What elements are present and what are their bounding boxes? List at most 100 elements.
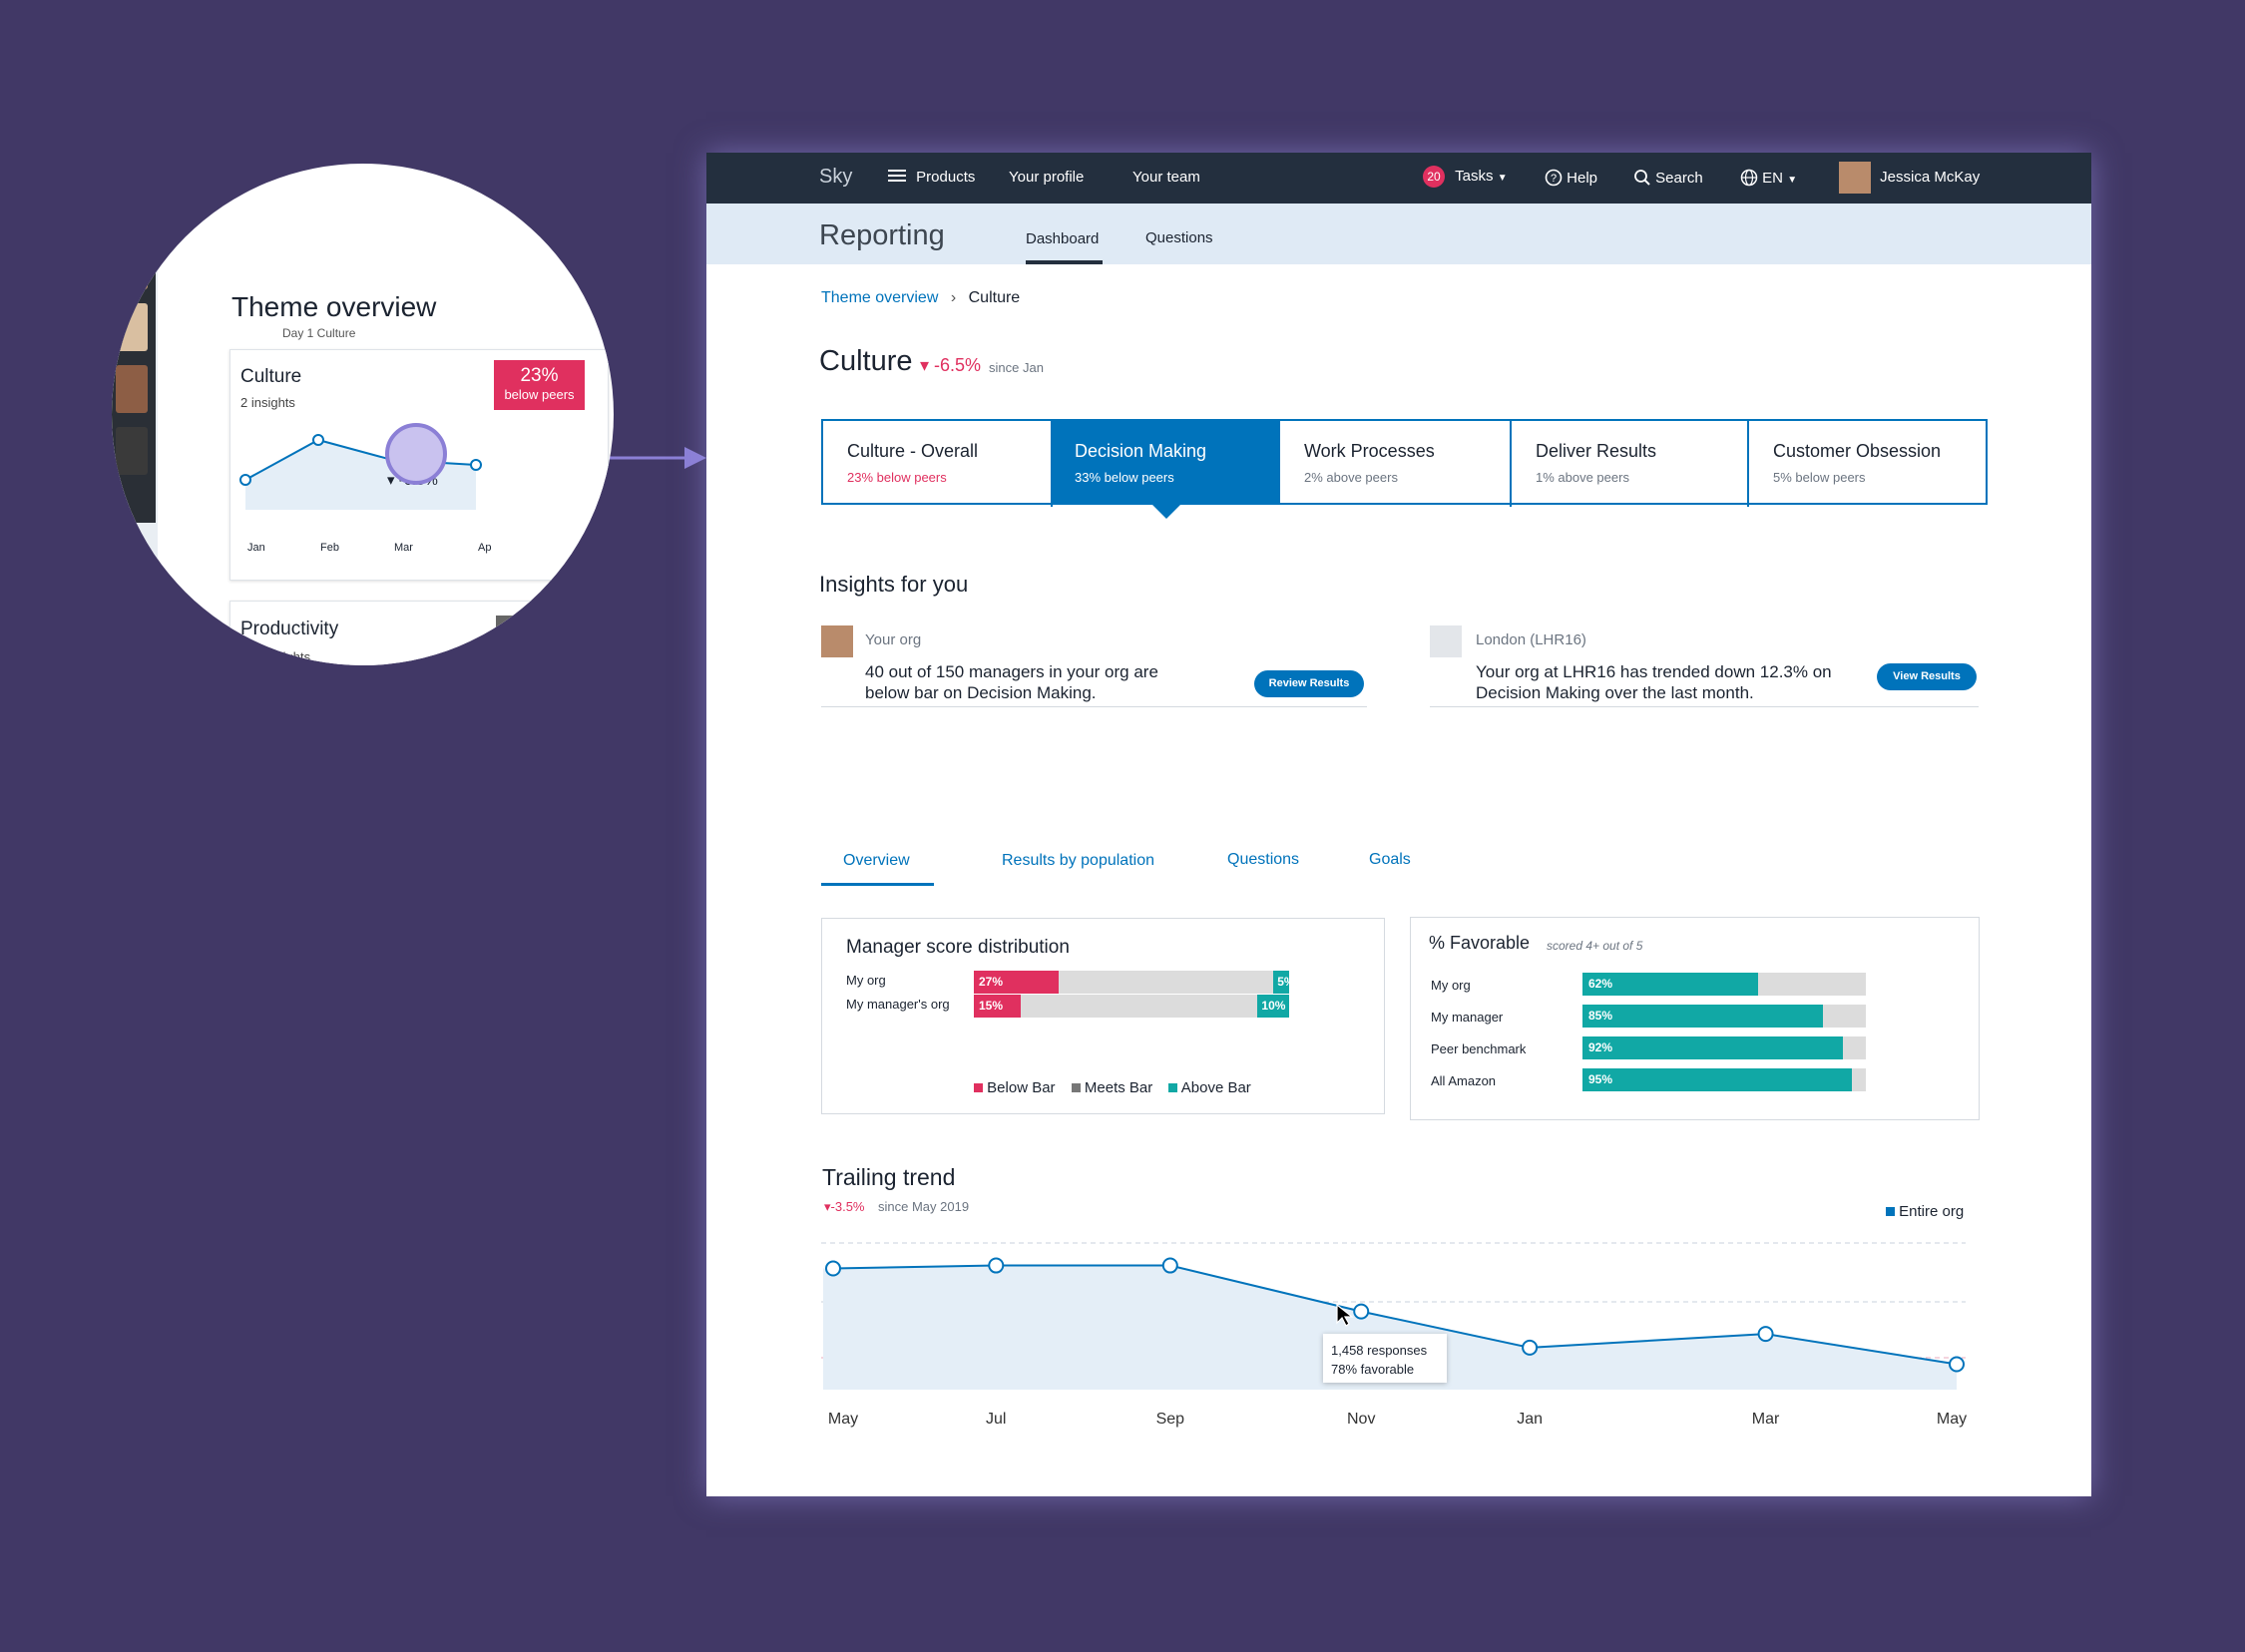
lens-card2-badge (496, 616, 586, 665)
distribution-above-label: 5% (1277, 975, 1295, 989)
tab-questions-secondary[interactable]: Questions (1227, 851, 1300, 868)
insight-item: London (LHR16) Your org at LHR16 has tre… (1430, 625, 1979, 707)
tab-questions[interactable]: Questions (1145, 229, 1213, 246)
your-team-link[interactable]: Your team (1132, 169, 1200, 186)
favorable-row-label: My org (1431, 978, 1471, 993)
tile-work-processes[interactable]: Work Processes 2% above peers (1280, 421, 1512, 507)
distribution-above-label: 10% (1261, 999, 1286, 1013)
lens-overline: Day 1 Culture (282, 326, 356, 340)
x-tick-label: May (1937, 1411, 1967, 1428)
trend-since: since May 2019 (878, 1199, 970, 1214)
tile-deliver-results[interactable]: Deliver Results 1% above peers (1512, 421, 1749, 507)
tab-overview[interactable]: Overview (843, 852, 910, 869)
legend-label: Meets Bar (1084, 1079, 1153, 1096)
tile-title: Culture - Overall (847, 441, 979, 461)
legend-label: Above Bar (1180, 1079, 1251, 1096)
distribution-below-label: 15% (979, 999, 1004, 1013)
lens-month-label: Mar (394, 542, 413, 554)
lens-month-label: Ap (478, 542, 492, 554)
user-avatar (1839, 162, 1871, 194)
trend-point[interactable] (988, 1257, 1005, 1274)
avatar (116, 365, 148, 413)
page-section-title: Reporting (819, 219, 945, 251)
help-link[interactable]: ? Help (1545, 169, 1597, 187)
insights-heading: Insights for you (819, 572, 969, 597)
distribution-bar-above (1257, 995, 1289, 1018)
tile-sub: 1% above peers (1536, 470, 1629, 485)
distribution-bar-below (974, 995, 1022, 1018)
x-tick-label: Sep (1156, 1411, 1185, 1428)
legend-swatch (1071, 1083, 1081, 1092)
trend-point[interactable] (1757, 1326, 1774, 1343)
avatar (116, 427, 148, 475)
trend-point[interactable] (1353, 1303, 1370, 1320)
tab-dashboard[interactable]: Dashboard (1026, 230, 1100, 247)
lens-highlight-circle (385, 423, 447, 485)
favorable-card: % Favorable scored 4+ out of 5 My org 62%… (1410, 917, 1980, 1120)
tile-sub: 2% above peers (1304, 470, 1398, 485)
user-name: Jessica McKay (1880, 168, 1981, 186)
products-menu[interactable]: Products (888, 168, 975, 186)
review-results-button[interactable]: Review Results (1254, 670, 1364, 697)
tab-overview-underline (821, 883, 934, 886)
location-icon (1430, 625, 1462, 657)
favorable-bar-fill (1582, 973, 1759, 996)
lens-theme-card-2[interactable]: Productivity insights (229, 601, 609, 665)
distribution-title: Manager score distribution (846, 937, 1070, 958)
search-link[interactable]: Search (1633, 169, 1703, 187)
chevron-down-icon: ▼ (1497, 173, 1508, 184)
your-profile-link[interactable]: Your profile (1009, 169, 1085, 186)
breadcrumb-root[interactable]: Theme overview (821, 289, 939, 306)
lens-badge-pct: 23% (520, 365, 559, 386)
favorable-value: 62% (1588, 977, 1613, 991)
trend-point[interactable] (825, 1260, 841, 1277)
x-tick-label: Jul (986, 1411, 1006, 1428)
lens-month-label: Feb (320, 542, 339, 554)
lens-avatar-strip (112, 223, 156, 523)
distribution-bar-track (974, 995, 1289, 1018)
user-menu[interactable]: Jessica McKay (1839, 162, 1980, 194)
insight-text: Your org at LHR16 has trended down 12.3%… (1476, 662, 1832, 702)
tile-sub: 23% below peers (847, 470, 947, 485)
search-icon (1634, 170, 1650, 186)
trend-chart: May Jul Sep Nov Jan Mar May (821, 1242, 1967, 1428)
favorable-bar-fill (1582, 1036, 1844, 1059)
tooltip-responses: 1,458 responses (1331, 1343, 1428, 1358)
favorable-row-label: My manager (1431, 1010, 1504, 1025)
legend-label: Below Bar (987, 1079, 1056, 1096)
trend-area (823, 1265, 1957, 1390)
lens-trend-area (245, 440, 476, 510)
trend-point[interactable] (1161, 1257, 1178, 1274)
tile-customer-obsession[interactable]: Customer Obsession 5% below peers (1749, 421, 1986, 507)
tasks-menu[interactable]: 20 Tasks ▼ (1423, 166, 1508, 188)
sub-navigation: Reporting Dashboard Questions (706, 204, 2091, 264)
view-results-button[interactable]: View Results (1877, 663, 1977, 690)
insight-source: Your org (865, 631, 922, 648)
lens-card-sub: 2 insights (240, 395, 295, 410)
tile-sub: 5% below peers (1773, 470, 1866, 485)
legend-swatch (974, 1083, 983, 1092)
top-navigation: Sky Products Your profile Your team 20 T… (706, 153, 2091, 204)
distribution-bar-above (1273, 971, 1289, 994)
brand-logo[interactable]: Sky (819, 166, 853, 188)
app-window: Sky Products Your profile Your team 20 T… (706, 153, 2091, 1496)
lens-card2-sub: insights (266, 649, 311, 664)
tile-title: Decision Making (1075, 441, 1207, 461)
tab-results-by-population[interactable]: Results by population (1002, 852, 1154, 869)
search-label: Search (1655, 170, 1703, 187)
chart-tooltip: 1,458 responses 78% favorable (1323, 1334, 1447, 1383)
trend-point[interactable] (1522, 1339, 1539, 1356)
globe-icon (1740, 169, 1758, 187)
tile-title: Customer Obsession (1773, 441, 1942, 461)
x-tick-label: Jan (1517, 1411, 1543, 1428)
language-label: EN (1762, 170, 1784, 187)
language-selector[interactable]: EN ▼ (1740, 169, 1797, 187)
svg-text:?: ? (1551, 173, 1557, 185)
trend-point[interactable] (1949, 1356, 1965, 1373)
tile-decision-making[interactable]: Decision Making 33% below peers (1051, 419, 1280, 519)
chevron-down-icon: ▼ (1787, 175, 1798, 186)
tab-goals[interactable]: Goals (1369, 851, 1411, 868)
lens-theme-card[interactable]: Culture 2 insights 23% below peers ▾ -6.… (229, 349, 609, 581)
header-change: ▾ -6.5% (920, 355, 982, 375)
trend-title: Trailing trend (822, 1164, 956, 1190)
